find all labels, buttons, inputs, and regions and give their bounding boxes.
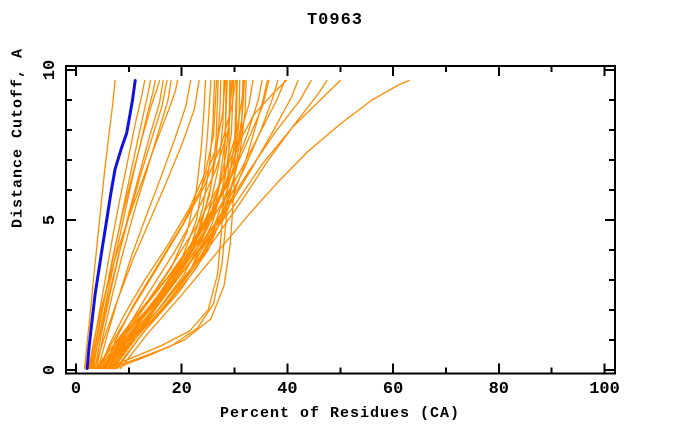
curve-39 [119, 79, 410, 370]
curve-45 [105, 79, 227, 370]
curve-06 [94, 79, 164, 370]
curve-25 [99, 79, 218, 370]
curve-04 [92, 79, 156, 370]
x-tick-label: 80 [489, 380, 509, 399]
curve-09 [88, 79, 179, 370]
tick-labels-layer: 0 20 40 60 80 100 0 5 10 [41, 60, 620, 399]
curve-28 [97, 79, 237, 370]
x-tick-label: 100 [589, 380, 620, 399]
plot-frame [65, 65, 616, 375]
y-tick-label: 10 [41, 60, 60, 80]
chart-title: T0963 [306, 11, 363, 30]
x-tick-label: 0 [71, 380, 81, 399]
x-axis-title: Percent of Residues (CA) [219, 405, 461, 422]
curve-01 [83, 79, 116, 370]
curve-37 [116, 79, 328, 370]
curve-11 [93, 79, 200, 370]
curve-05 [90, 79, 161, 370]
curve-08 [95, 79, 172, 370]
curve-40 [102, 79, 287, 370]
x-tick-label: 60 [383, 380, 403, 399]
y-tick-label: 0 [41, 365, 60, 375]
x-tick-label: 20 [171, 380, 191, 399]
highlighted-curve [85, 79, 137, 370]
axes-layer [65, 65, 616, 375]
x-tick-label: 40 [277, 380, 297, 399]
curve-10 [97, 79, 192, 370]
curve-42 [98, 79, 246, 370]
curve-34 [106, 79, 286, 370]
curve-44 [114, 79, 238, 370]
curve-41 [111, 79, 268, 370]
curve-43 [108, 79, 231, 370]
y-tick-label: 5 [41, 215, 60, 225]
curves-layer [83, 79, 410, 370]
curve-12 [96, 79, 207, 370]
